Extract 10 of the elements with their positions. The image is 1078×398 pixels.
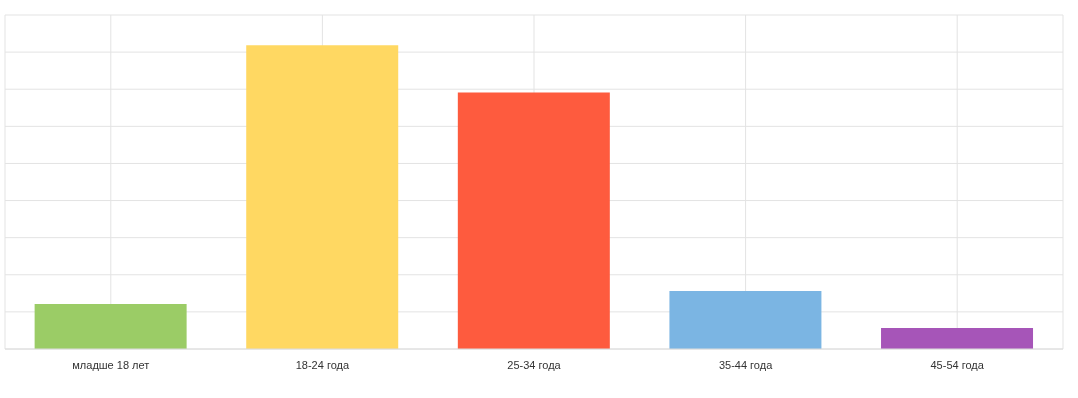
x-tick-label: 45-54 года xyxy=(930,358,985,371)
bar xyxy=(881,328,1034,349)
bar xyxy=(669,291,822,349)
bar xyxy=(246,45,399,349)
bar xyxy=(457,92,610,349)
x-tick-label: 35-44 года xyxy=(718,358,774,371)
x-tick-label: младше 18 лет xyxy=(72,358,150,371)
x-tick-label: 18-24 года xyxy=(295,358,350,371)
x-tick-label: 25-34 года xyxy=(507,358,562,371)
bar xyxy=(34,304,187,349)
